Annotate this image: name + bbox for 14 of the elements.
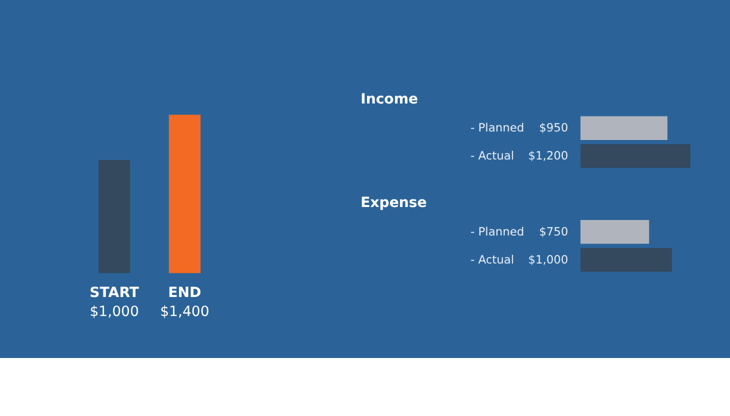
data-label: $1,400 <box>160 304 210 320</box>
y-tick-label: - Actual <box>470 148 514 163</box>
data-label: $950 <box>539 120 568 135</box>
data-label: $750 <box>539 224 568 238</box>
text: Income <box>360 91 418 108</box>
x-tick-label: START <box>90 284 140 301</box>
y-tick-label: - Planned <box>470 224 524 238</box>
data-label: $1,200 <box>528 148 568 163</box>
data-label: $1,000 <box>90 304 139 320</box>
x-tick-label: END <box>168 284 202 301</box>
y-tick-label: - Planned <box>470 120 524 135</box>
y-tick-label: - Actual <box>470 252 514 266</box>
data-label: $1,000 <box>528 252 568 266</box>
text: Expense <box>360 195 427 212</box>
